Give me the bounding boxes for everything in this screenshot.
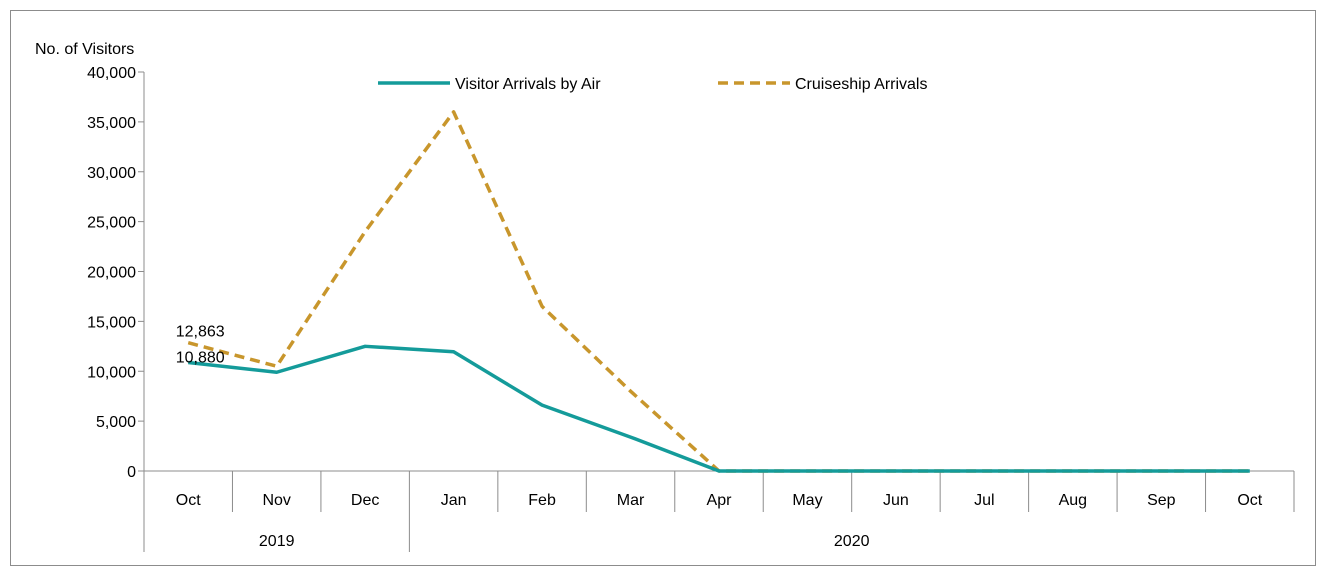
x-tick-label: Jun	[883, 492, 909, 509]
y-tick-label: 25,000	[87, 215, 136, 232]
x-tick-label: Feb	[528, 492, 556, 509]
x-tick-label: Jul	[974, 492, 994, 509]
series-line	[187, 110, 1250, 473]
legend-label: Cruiseship Arrivals	[795, 76, 927, 93]
x-tick-label: Sep	[1147, 492, 1176, 509]
axes: 0 5,000 10,000 15,000 20,000 25,000 30,000 35,0…	[87, 65, 1295, 552]
chart-frame	[10, 10, 1316, 566]
data-label: 12,863	[176, 324, 225, 341]
x-tick-label: Nov	[262, 492, 290, 509]
series-line	[188, 344, 1250, 473]
y-tick-label: 10,000	[87, 364, 136, 381]
y-tick-label: 5,000	[96, 414, 136, 431]
data-labels: 12,863 10,880	[176, 324, 225, 367]
y-tick-label: 20,000	[87, 265, 136, 282]
legend: Visitor Arrivals by Air Cruiseship Arriva…	[378, 76, 927, 93]
data-label: 10,880	[176, 349, 225, 366]
x-group-label: 2019	[259, 533, 295, 550]
x-tick-label: Apr	[707, 492, 733, 509]
y-tick-label: 40,000	[87, 65, 136, 82]
x-tick-label: Aug	[1059, 492, 1087, 509]
x-tick-label: Mar	[617, 492, 645, 509]
x-tick-label: Jan	[441, 492, 467, 509]
legend-label: Visitor Arrivals by Air	[455, 76, 601, 93]
y-tick-label: 30,000	[87, 165, 136, 182]
x-group-label: 2020	[834, 533, 870, 550]
x-tick-label: Oct	[176, 492, 201, 509]
y-tick-label: 0	[127, 464, 136, 481]
x-tick-label: Dec	[351, 492, 379, 509]
x-tick-label: May	[792, 492, 822, 509]
y-tick-label: 15,000	[87, 314, 136, 331]
y-tick-label: 35,000	[87, 115, 136, 132]
x-tick-label: Oct	[1237, 492, 1262, 509]
series-layer	[187, 110, 1250, 473]
y-axis-title: No. of Visitors	[35, 41, 134, 58]
